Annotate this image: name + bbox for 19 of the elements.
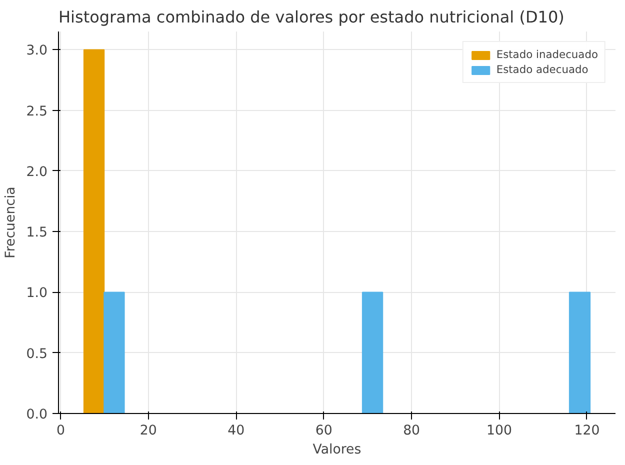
x-tick-label: 40 bbox=[228, 424, 245, 438]
legend-label: Estado adecuado bbox=[496, 63, 588, 76]
y-tick-label: 3.0 bbox=[26, 44, 48, 59]
legend-label: Estado inadecuado bbox=[496, 48, 598, 61]
x-tick-label: 120 bbox=[574, 424, 600, 438]
x-tick-label: 80 bbox=[403, 424, 420, 438]
y-tick-label: 1.0 bbox=[26, 286, 48, 302]
x-tick-label: 60 bbox=[315, 424, 332, 438]
x-tick-label: 100 bbox=[486, 424, 512, 438]
y-axis-title: Frecuencia bbox=[3, 186, 18, 258]
y-tick-label: 2.0 bbox=[26, 164, 48, 180]
y-tick-label: 0.0 bbox=[26, 408, 48, 422]
chart-title: Histograma combinado de valores por estado nutricional (D10) bbox=[58, 8, 564, 26]
x-tick-label: 20 bbox=[140, 424, 157, 438]
x-axis-title: Valores bbox=[312, 442, 362, 458]
x-tick-label: 0 bbox=[56, 424, 65, 438]
y-tick-label: 1.5 bbox=[26, 226, 48, 241]
y-tick-label: 2.5 bbox=[26, 104, 48, 120]
y-tick-label: 0.5 bbox=[26, 346, 48, 362]
